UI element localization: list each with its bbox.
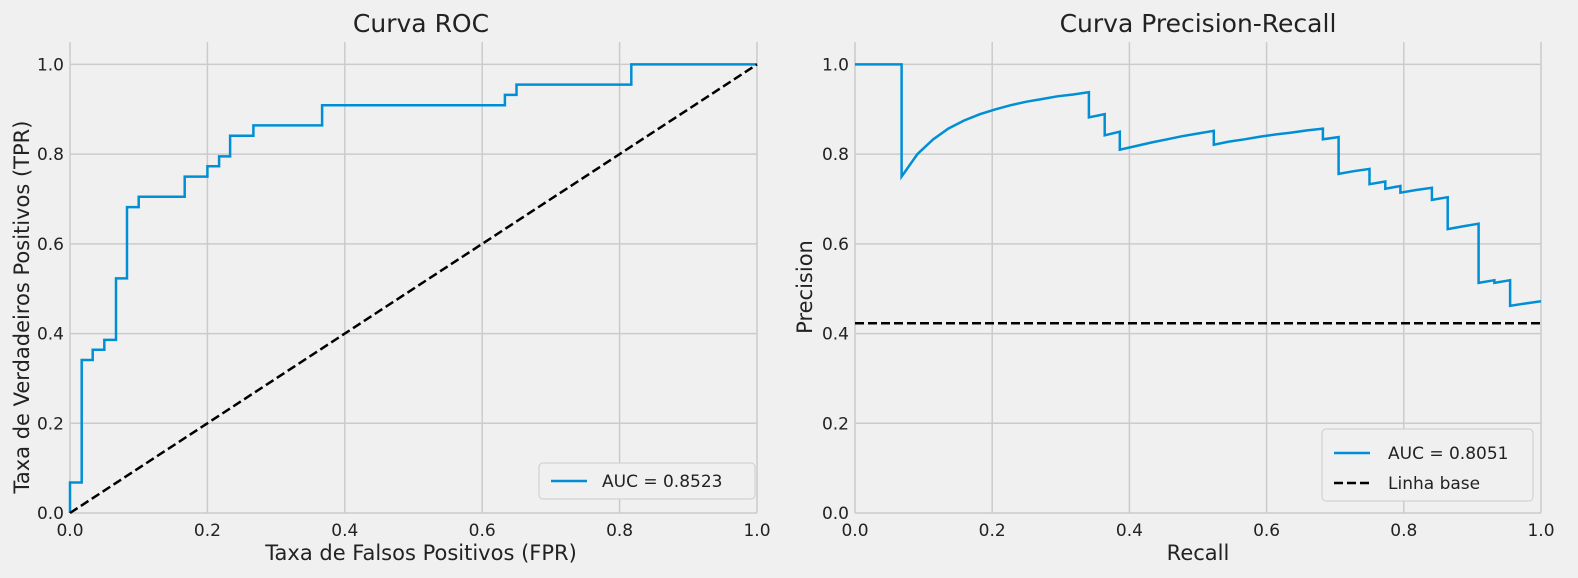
pr-y-tick-label: 0.8	[822, 145, 849, 165]
pr-y-tick-label: 0.2	[822, 414, 849, 434]
roc-y-tick-label: 0.0	[37, 504, 64, 524]
roc-curve	[68, 63, 757, 513]
pr-y-axis-label: Precision	[793, 240, 817, 334]
pr-grid	[854, 42, 1542, 514]
roc-x-axis-label: Taxa de Falsos Positivos (FPR)	[264, 541, 577, 565]
roc-y-axis-label: Taxa de Verdadeiros Positivos (TPR)	[10, 121, 34, 495]
roc-x-tick-label: 1.0	[743, 521, 770, 541]
pr-x-tick-label: 1.0	[1527, 521, 1554, 541]
pr-x-tick-label: 0.6	[1253, 521, 1280, 541]
pr-legend: AUC = 0.8051 Linha base	[1321, 428, 1534, 502]
roc-tick-labels: 0.0 0.2 0.4 0.6 0.8 1.0 0.0 0.2 0.4 0.6 0.8 1.0	[37, 55, 771, 541]
roc-x-tick-label: 0.4	[331, 521, 358, 541]
roc-x-tick-label: 0.8	[606, 521, 633, 541]
pr-y-tick-label: 0.0	[822, 504, 849, 524]
roc-dashed-line	[69, 63, 758, 515]
roc-series	[68, 63, 758, 515]
pr-title: Curva Precision-Recall	[1060, 9, 1337, 38]
roc-x-tick-label: 0.6	[469, 521, 496, 541]
pr-x-axis-label: Recall	[1167, 541, 1230, 565]
pr-series	[855, 63, 1542, 325]
pr-legend-label-baseline: Linha base	[1388, 474, 1480, 494]
roc-legend-label: AUC = 0.8523	[602, 472, 722, 492]
roc-y-tick-label: 0.4	[37, 325, 64, 345]
pr-y-tick-label: 0.4	[822, 325, 849, 345]
roc-legend: AUC = 0.8523	[538, 462, 756, 500]
pr-y-tick-label: 1.0	[822, 55, 849, 75]
pr-y-tick-label: 0.6	[822, 235, 849, 255]
roc-y-tick-label: 0.6	[37, 235, 64, 255]
roc-legend-box	[538, 462, 756, 500]
roc-grid	[69, 42, 758, 514]
pr-legend-box	[1321, 428, 1534, 502]
pr-x-tick-label: 0.8	[1390, 521, 1417, 541]
roc-x-tick-label: 0.0	[56, 521, 83, 541]
roc-y-tick-label: 1.0	[37, 55, 64, 75]
pr-x-tick-label: 0.0	[841, 521, 868, 541]
pr-curve	[855, 63, 1542, 308]
pr-x-tick-label: 0.4	[1116, 521, 1143, 541]
roc-chart: 0.0 0.2 0.4 0.6 0.8 1.0 0.0 0.2 0.4 0.6 0.8 1.0 Cur…	[10, 9, 771, 565]
roc-x-tick-label: 0.2	[194, 521, 221, 541]
pr-x-tick-label: 0.2	[979, 521, 1006, 541]
roc-y-tick-label: 0.2	[37, 414, 64, 434]
roc-title: Curva ROC	[353, 9, 489, 38]
pr-tick-labels: 0.0 0.2 0.4 0.6 0.8 1.0 0.0 0.2 0.4 0.6 0.8 1.0	[822, 55, 1555, 541]
pr-legend-label-auc: AUC = 0.8051	[1388, 444, 1508, 464]
roc-y-tick-label: 0.8	[37, 145, 64, 165]
precision-recall-chart: 0.0 0.2 0.4 0.6 0.8 1.0 0.0 0.2 0.4 0.6 0.8 1.0 Cur…	[793, 9, 1555, 565]
